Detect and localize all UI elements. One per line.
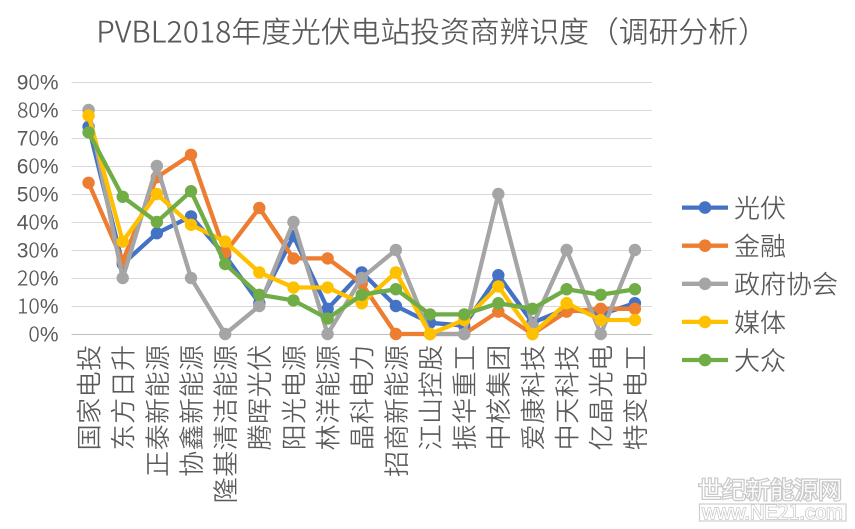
svg-text:隆基清洁能源: 隆基清洁能源 [206, 344, 243, 503]
svg-text:光伏: 光伏 [734, 189, 786, 226]
svg-text:中天科技: 中天科技 [548, 344, 585, 450]
svg-text:0%: 0% [28, 319, 58, 349]
svg-text:PVBL2018年度光伏电站投资商辨识度（调研分析）: PVBL2018年度光伏电站投资商辨识度（调研分析） [96, 8, 768, 52]
svg-text:50%: 50% [17, 179, 59, 209]
svg-text:正泰新能源: 正泰新能源 [138, 344, 175, 477]
svg-text:金融: 金融 [734, 227, 786, 264]
svg-text:协鑫新能源: 协鑫新能源 [172, 344, 209, 477]
svg-text:www.NE21.com: www.NE21.com [701, 496, 843, 525]
svg-text:大众: 大众 [734, 341, 786, 378]
svg-text:政府协会: 政府协会 [734, 265, 838, 302]
svg-text:振华重工: 振华重工 [445, 344, 482, 450]
svg-text:亿晶光电: 亿晶光电 [582, 344, 619, 450]
svg-text:东方日升: 东方日升 [104, 344, 141, 450]
svg-text:江山控股: 江山控股 [411, 344, 448, 450]
svg-text:60%: 60% [17, 151, 59, 181]
svg-text:40%: 40% [17, 207, 59, 237]
svg-text:10%: 10% [17, 291, 59, 321]
svg-text:招商新能源: 招商新能源 [377, 344, 414, 477]
svg-text:70%: 70% [17, 123, 59, 153]
svg-text:阳光电源: 阳光电源 [274, 344, 311, 450]
svg-text:世纪新能源网: 世纪新能源网 [698, 471, 842, 506]
svg-text:林洋能源: 林洋能源 [309, 344, 346, 450]
svg-text:腾晖光伏: 腾晖光伏 [240, 344, 277, 450]
svg-text:20%: 20% [17, 263, 59, 293]
svg-text:中核集团: 中核集团 [479, 344, 516, 450]
svg-text:爱康科技: 爱康科技 [513, 344, 550, 450]
svg-text:80%: 80% [17, 95, 59, 125]
svg-text:90%: 90% [17, 67, 59, 97]
svg-text:30%: 30% [17, 235, 59, 265]
svg-text:特变电工: 特变电工 [616, 344, 653, 450]
svg-text:晶科电力: 晶科电力 [343, 344, 380, 450]
svg-text:国家电投: 国家电投 [69, 344, 106, 450]
svg-text:媒体: 媒体 [734, 303, 786, 340]
